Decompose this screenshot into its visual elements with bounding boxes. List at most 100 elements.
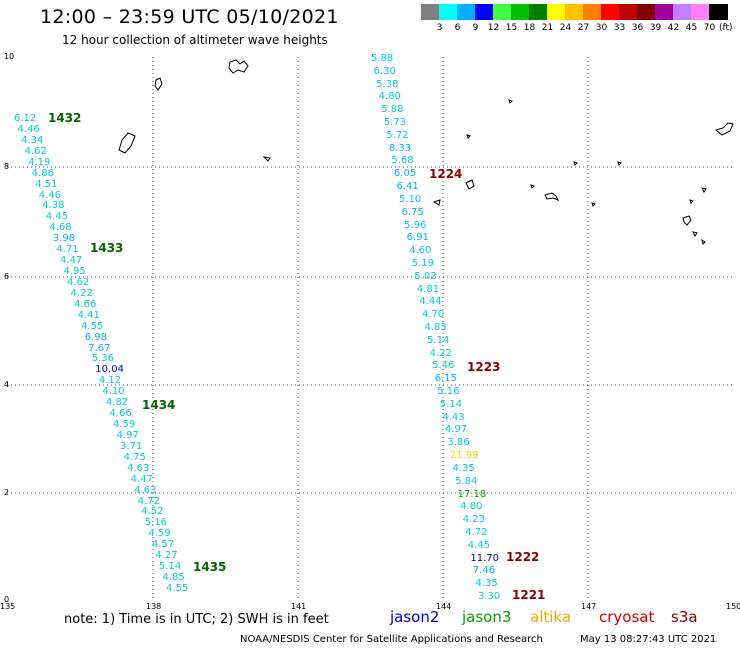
wave-height-value: 5.14: [439, 398, 463, 410]
footer-note: note: 1) Time is in UTC; 2) SWH is in fe…: [64, 612, 329, 627]
legend-label: 6: [454, 23, 461, 33]
island-outline: [530, 184, 535, 189]
wave-height-value: 6.05: [393, 168, 417, 180]
wave-height-value: 4.82: [105, 397, 129, 409]
wave-height-value: 6.30: [373, 65, 396, 77]
wave-height-value: 8.33: [388, 142, 412, 154]
legend-label: 21: [541, 23, 554, 33]
wave-height-value: 5.68: [391, 155, 414, 167]
y-tick-label: 0: [4, 595, 10, 604]
wave-height-value: 4.85: [162, 572, 185, 584]
legend-label: 18: [523, 23, 536, 33]
island-outline: [682, 215, 692, 226]
wave-height-value: 6.41: [396, 181, 419, 193]
wave-height-value: 5.38: [376, 78, 399, 90]
wave-height-value: 4.46: [38, 189, 61, 201]
island-outline: [465, 179, 475, 190]
satellite-name: jason3: [462, 608, 512, 626]
wave-height-value: 3.86: [447, 437, 470, 449]
wave-height-value: 4.45: [467, 539, 491, 551]
wave-height-value: 4.35: [475, 578, 498, 590]
wave-height-value: 4.51: [35, 178, 58, 190]
wave-height-value: 4.63: [127, 462, 150, 474]
island-outline: [573, 161, 578, 166]
island-outline: [154, 77, 163, 91]
wave-height-value: 4.12: [98, 375, 122, 387]
x-tick-label: 135: [0, 602, 16, 611]
island-outline: [714, 122, 734, 136]
wave-height-value: 4.63: [134, 484, 157, 496]
wave-height-value: 6.91: [406, 232, 429, 244]
wave-height-value: 10.04: [95, 364, 124, 376]
wave-height-value: 4.80: [378, 91, 401, 103]
wave-height-value: 4.27: [155, 550, 178, 562]
wave-height-value: 6.98: [84, 331, 107, 343]
legend-swatch: [619, 4, 638, 20]
satellite-name: s3a: [671, 608, 698, 626]
y-tick-label: 4: [4, 380, 10, 389]
legend-swatch: [529, 4, 548, 20]
legend-label: 3: [436, 23, 443, 33]
wave-height-value: 5.88: [371, 53, 394, 64]
legend-label: 33: [613, 23, 626, 33]
legend-label: 24: [559, 23, 572, 33]
legend-label: 70: [703, 23, 716, 33]
wave-height-value: 4.43: [442, 411, 465, 423]
legend-swatch: [475, 4, 494, 20]
legend-swatch: [421, 4, 440, 20]
satellite-name: altika: [530, 608, 572, 626]
wave-height-value: 4.86: [31, 167, 54, 179]
legend-label: 30: [595, 23, 608, 33]
pass-label: 1432: [48, 111, 82, 125]
legend-swatch: [709, 4, 728, 20]
wave-height-value: 4.81: [416, 283, 440, 295]
wave-height-value: 5.10: [399, 193, 422, 205]
island-outline: [508, 99, 513, 104]
coastline: [118, 59, 734, 245]
island-outline: [701, 238, 706, 245]
x-tick-label: 141: [291, 602, 307, 611]
wave-height-value: 7.46: [472, 565, 496, 577]
island-outline: [689, 199, 694, 204]
wave-height-value: 6.75: [401, 206, 424, 218]
pass-label: 1433: [90, 241, 124, 255]
wave-height-value: 3.30: [478, 591, 501, 602]
wave-height-value: 5.36: [91, 353, 115, 365]
legend-label: 15: [505, 23, 518, 33]
legend-swatch: [565, 4, 584, 20]
legend-swatch: [511, 4, 530, 20]
wave-height-value: 4.66: [74, 298, 97, 310]
legend-swatch: [493, 4, 512, 20]
island-outline: [432, 199, 441, 206]
wave-height-value: 5.16: [144, 517, 168, 529]
wave-height-value: 5.73: [383, 117, 406, 129]
wave-height-value: 4.75: [123, 451, 146, 463]
wave-height-value: 5.96: [404, 219, 427, 231]
legend-swatch: [673, 4, 692, 20]
wave-height-value: 4.10: [102, 386, 125, 398]
y-tick-label: 8: [4, 162, 10, 171]
wave-height-value: 4.57: [151, 539, 175, 551]
x-tick-label: 150: [726, 602, 740, 611]
x-tick-label: 144: [436, 602, 452, 611]
wave-height-value: 4.80: [460, 501, 483, 513]
color-legend: 3 6 9 12 15 18 21 24 27 30 33 36 39 42 45 70 (ft): [421, 4, 733, 34]
island-outline: [466, 134, 471, 139]
pass-label: 1223: [467, 360, 501, 374]
x-tick-label: 147: [581, 602, 597, 611]
map-title: 12:00 – 23:59 UTC 05/10/2021: [40, 6, 339, 28]
wave-height-value: 4.83: [424, 322, 447, 333]
wave-height-value: 4.70: [421, 309, 445, 321]
wave-height-value: 4.59: [148, 528, 171, 540]
wave-height-value: 5.46: [432, 360, 455, 372]
island-outline: [118, 132, 136, 154]
wave-height-value: 4.35: [452, 462, 475, 474]
island-outline: [544, 192, 560, 201]
island-outline: [591, 202, 596, 207]
wave-height-value: 4.72: [465, 526, 488, 538]
wave-height-value: 4.97: [444, 424, 468, 436]
pass-label: 1222: [506, 550, 540, 564]
wave-height-value: 3.71: [120, 440, 143, 452]
wave-height-value: 4.45: [45, 211, 69, 223]
